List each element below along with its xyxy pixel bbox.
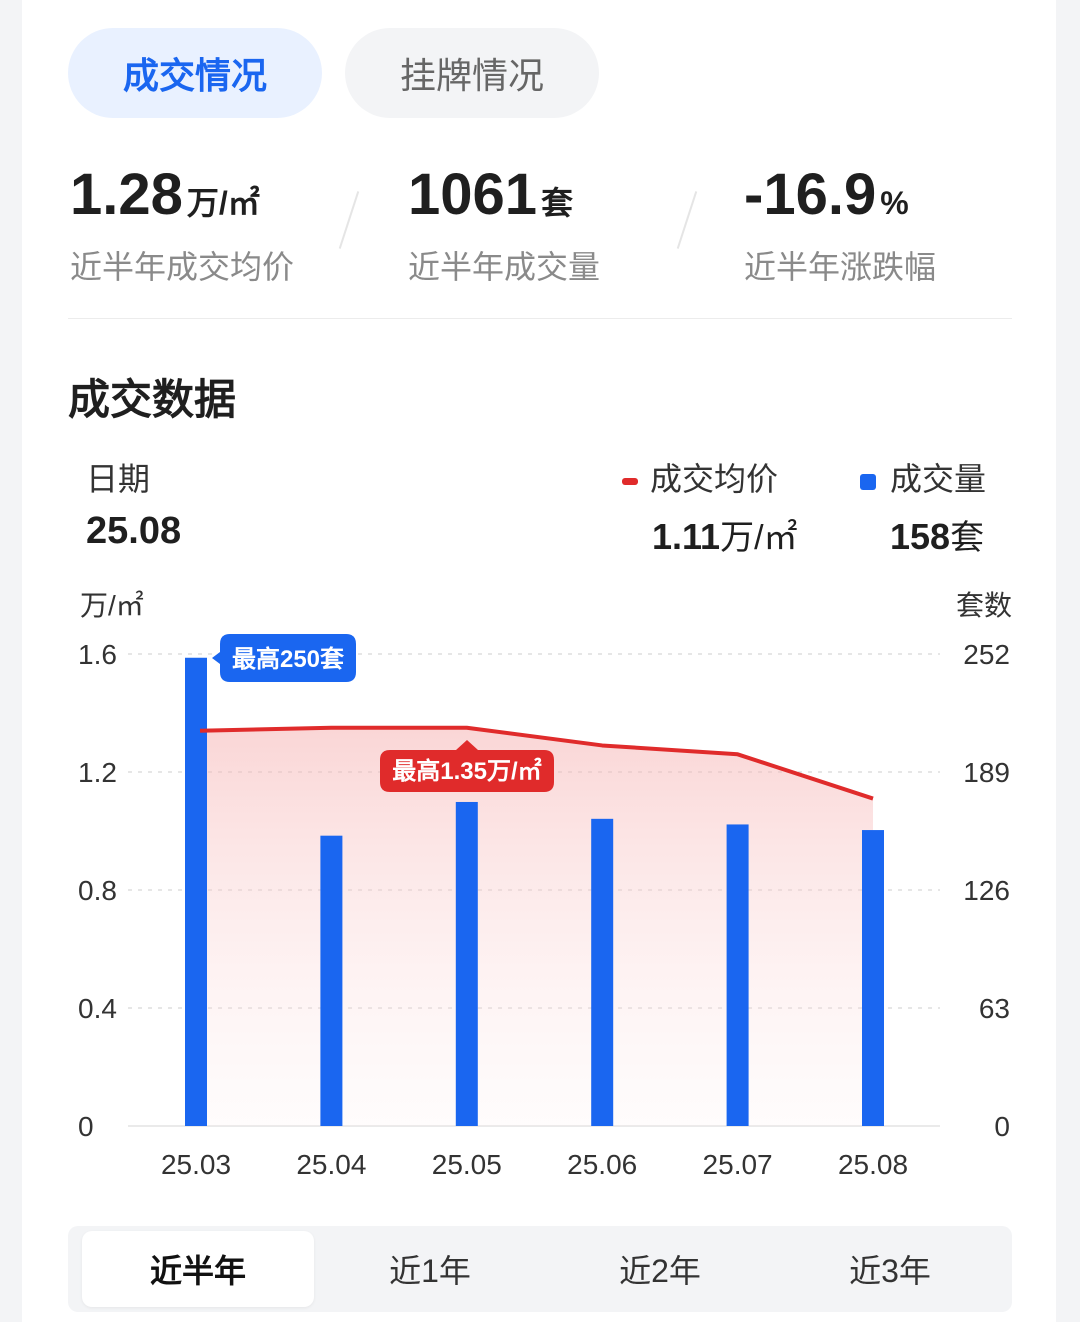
- stat-avg-price-value: 1.28: [70, 162, 183, 227]
- range-selector: 近半年 近1年 近2年 近3年: [68, 1226, 1012, 1312]
- y-right-tick: 63: [979, 993, 1010, 1024]
- tooltip-bubble: [212, 634, 356, 682]
- legend-price[interactable]: 成交均价: [622, 454, 778, 500]
- x-tick: 25.03: [161, 1149, 231, 1180]
- y-left-tick: 0.8: [78, 875, 117, 906]
- date-value: 25.08: [86, 510, 182, 552]
- section-title: 成交数据: [68, 376, 237, 423]
- trade-chart[interactable]: 1.6 252 1.2 189 0.8 126 0.4 63 0 0 25.03 25.04 25.05…: [0, 0, 1080, 1210]
- stat-volume-value: 1061: [408, 162, 538, 227]
- max-volume-tooltip: 最高250套: [212, 634, 356, 682]
- stats-row: 1.28 万/㎡ 近半年成交均价 1061 套 近半年成交量 -16.9% 近半年涨…: [68, 160, 1012, 285]
- legend-volume[interactable]: 成交量: [860, 454, 986, 500]
- tooltip-bubble: [380, 740, 554, 792]
- max-volume-label: 最高250套: [232, 645, 345, 673]
- x-tick: 25.05: [432, 1149, 502, 1180]
- legend-volume-value-wrap: 158套: [890, 510, 984, 559]
- y-right-tick: 252: [963, 639, 1010, 670]
- y-right-tick: 189: [963, 757, 1010, 788]
- legend-line-swatch: [622, 478, 638, 486]
- volume-bar: [455, 801, 478, 1126]
- date-label: 日期: [86, 461, 151, 497]
- price-area: [200, 727, 873, 1126]
- range-2-years[interactable]: 近2年: [619, 1253, 701, 1289]
- legend-price-label: 成交均价: [650, 461, 779, 497]
- y-left-unit: 万/㎡: [80, 590, 144, 621]
- volume-bar: [591, 818, 614, 1126]
- x-tick: 25.06: [567, 1149, 637, 1180]
- price-line: [199, 725, 874, 801]
- legend-price-unit: 万/㎡: [720, 519, 798, 557]
- max-price-tooltip: 最高1.35万/㎡: [380, 740, 554, 792]
- stat-avg-price-label: 近半年成交均价: [70, 249, 295, 285]
- x-tick: 25.04: [296, 1149, 366, 1180]
- y-right-tick: 126: [963, 875, 1010, 906]
- legend-bar-swatch: [860, 473, 876, 490]
- stat-avg-price: 1.28 万/㎡ 近半年成交均价: [70, 160, 294, 288]
- volume-bar: [726, 824, 749, 1126]
- legend-volume-label: 成交量: [890, 461, 987, 497]
- range-1-year[interactable]: 近1年: [389, 1253, 471, 1289]
- legend-volume-unit: 套: [950, 519, 985, 557]
- stat-change-label: 近半年涨跌幅: [744, 249, 937, 285]
- stat-change: -16.9% 近半年涨跌幅: [744, 160, 936, 288]
- y-right-tick: 0: [994, 1111, 1010, 1142]
- y-left-tick: 0.4: [78, 993, 117, 1024]
- range-half-year[interactable]: 近半年: [82, 1231, 314, 1307]
- volume-bar: [862, 830, 884, 1126]
- section-divider: [68, 318, 1012, 319]
- legend-volume-value: 158: [890, 516, 951, 557]
- stat-avg-price-unit: 万/㎡: [186, 185, 260, 221]
- x-tick: 25.07: [703, 1149, 773, 1180]
- y-left-tick: 1.6: [78, 639, 117, 670]
- stat-volume: 1061 套 近半年成交量: [408, 160, 600, 288]
- x-tick: 25.08: [838, 1149, 908, 1180]
- tab-listings[interactable]: 挂牌情况: [345, 28, 599, 118]
- y-left-tick: 1.2: [78, 757, 117, 788]
- stat-change-unit: %: [880, 185, 909, 221]
- stat-volume-label: 近半年成交量: [408, 249, 601, 285]
- tab-transactions[interactable]: 成交情况: [68, 28, 322, 118]
- range-3-years[interactable]: 近3年: [849, 1253, 931, 1289]
- volume-bar: [185, 657, 207, 1126]
- legend-price-value: 1.11: [652, 516, 721, 557]
- y-right-unit: 套数: [956, 590, 1013, 621]
- stat-volume-unit: 套: [541, 185, 574, 221]
- stat-change-value: -16.9: [744, 162, 877, 227]
- y-left-tick: 0: [78, 1111, 94, 1142]
- max-price-label: 最高1.35万/㎡: [392, 757, 541, 785]
- volume-bar: [320, 835, 343, 1126]
- legend-price-value-wrap: 1.11万/㎡: [652, 510, 798, 559]
